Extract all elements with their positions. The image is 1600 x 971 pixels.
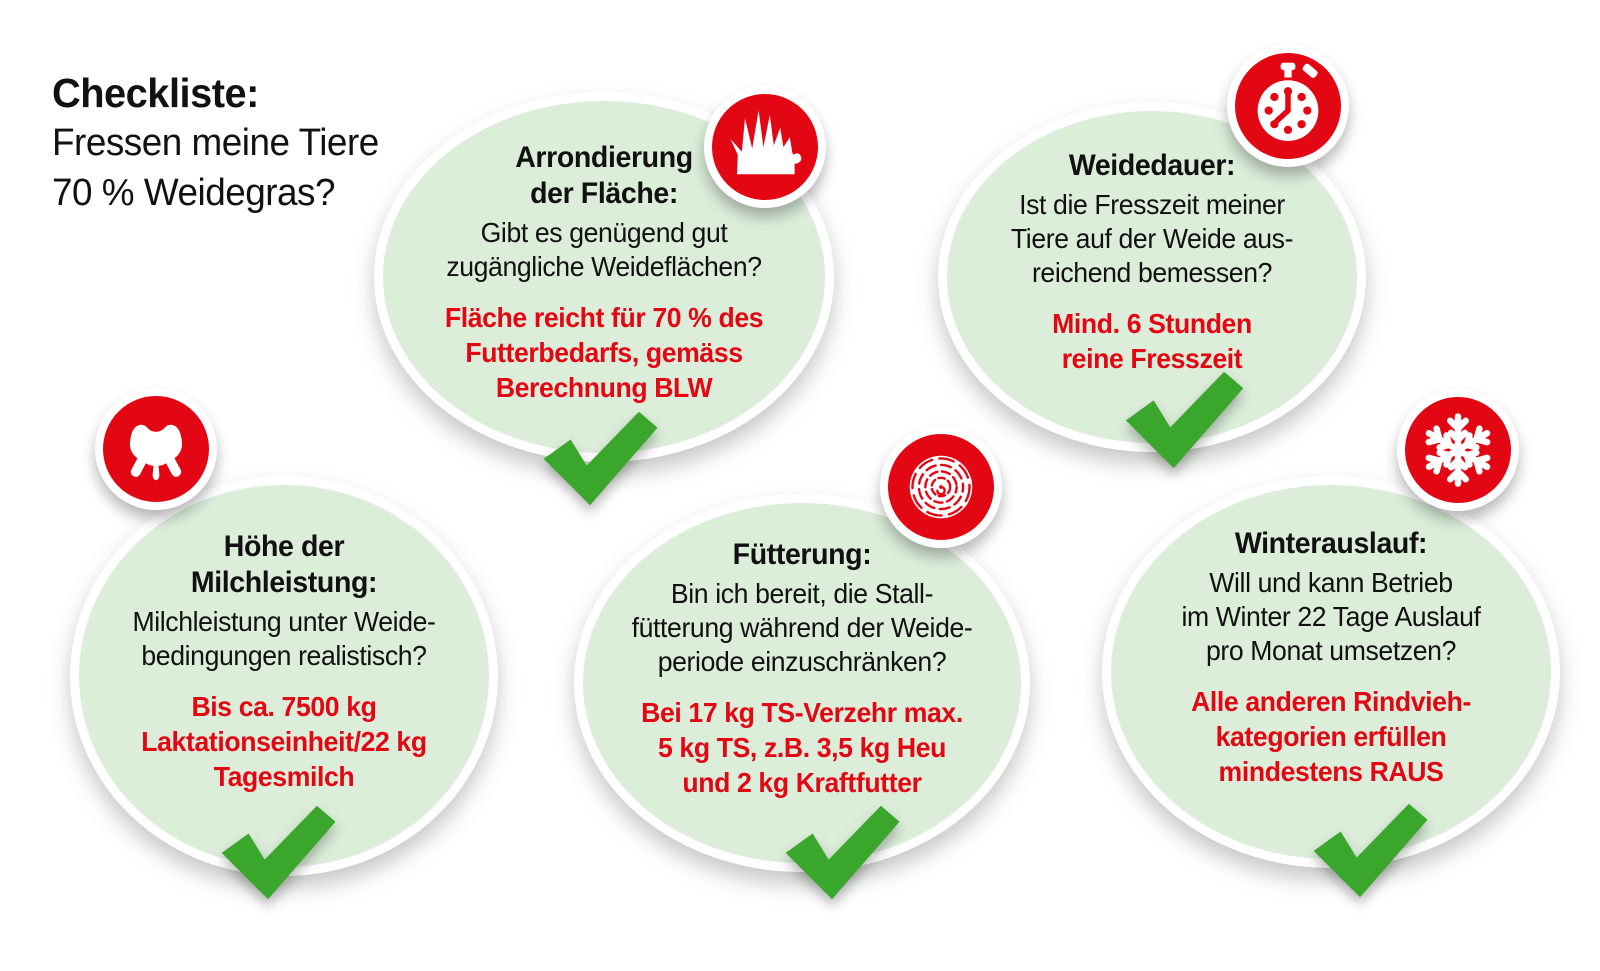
- bubble-question-line: Will und kann Betrieb: [1209, 566, 1453, 598]
- bubble-title-line: Milchleistung:: [190, 565, 378, 599]
- bubble-title-line: Höhe der: [223, 529, 345, 563]
- page-title: Checkliste: Fressen meine Tiere 70 % Wei…: [52, 68, 379, 218]
- bubble-content: Fütterung: Bin ich bereit, die Stall- fü…: [594, 503, 1010, 863]
- bubble-title: Höhe der Milchleistung:: [190, 529, 378, 601]
- bubble-question: Ist die Fresszeit meiner Tiere auf der W…: [1010, 188, 1294, 290]
- bubble-title: Arrondierung der Fläche:: [515, 140, 693, 212]
- bubble-title-line: Arrondierung: [515, 140, 693, 174]
- bubble-question: Bin ich bereit, die Stall- fütterung wäh…: [632, 577, 973, 679]
- stopwatch-icon: [1257, 62, 1319, 141]
- bubble-question-line: pro Monat umsetzen?: [1205, 634, 1457, 666]
- bubble-question-line: Ist die Fresszeit meiner: [1019, 189, 1285, 220]
- bubble-answer-line: 5 kg TS, z.B. 3,5 kg Heu: [657, 731, 946, 763]
- bubble-answer-line: kategorien erfüllen: [1215, 720, 1447, 752]
- snowflake-icon-badge: [1397, 389, 1519, 511]
- bubble-answer: Alle anderen Rindvieh- kategorien erfüll…: [1191, 684, 1471, 789]
- checkmark-icon: [221, 805, 336, 900]
- bubble-answer-line: Laktationseinheit/22 kg: [141, 725, 427, 757]
- bubble-answer-line: mindestens RAUS: [1218, 755, 1444, 787]
- bubble-answer: Mind. 6 Stunden reine Fresszeit: [1052, 306, 1252, 376]
- bubble-question: Will und kann Betrieb im Winter 22 Tage …: [1181, 566, 1480, 668]
- checkmark-icon: [543, 411, 658, 506]
- snowflake-icon: [1425, 413, 1491, 487]
- bubble-title-line: Fütterung:: [732, 537, 872, 571]
- bubble-answer-line: Berechnung BLW: [495, 371, 713, 403]
- bubble-question: Milchleistung unter Weide- bedingungen r…: [132, 605, 435, 673]
- checkmark-icon: [785, 805, 900, 900]
- bubble-question-line: Milchleistung unter Weide-: [132, 605, 436, 637]
- bubble-question-line: periode einzuschränken?: [657, 645, 947, 677]
- bubble-question-line: Bin ich bereit, die Stall-: [670, 577, 934, 609]
- udder-icon: [129, 424, 183, 481]
- bubble-question-line: Tiere auf der Weide aus-: [1010, 223, 1294, 254]
- title-line-2: 70 % Weidegras?: [52, 172, 335, 214]
- bubble-title-line: der Fläche:: [530, 176, 678, 210]
- bubble-answer-line: Mind. 6 Stunden: [1052, 308, 1252, 339]
- checkmark-icon: [1125, 371, 1244, 469]
- grass-icon: [730, 110, 802, 175]
- bubble-question-line: Gibt es genügend gut: [480, 216, 728, 248]
- title-heading: Checkliste:: [52, 70, 259, 116]
- bubble-question-line: zugängliche Weideflächen?: [446, 250, 762, 282]
- bubble-content: Weidedauer: Ist die Fresszeit meiner Tie…: [957, 111, 1347, 443]
- bubble-content: Arrondierung der Fläche: Gibt es genügen…: [394, 101, 814, 453]
- bubble-title-line: Winterauslauf:: [1234, 526, 1428, 560]
- bubble-answer-line: Bei 17 kg TS-Verzehr max.: [641, 696, 963, 728]
- bubble-answer-line: Futterbedarfs, gemäss: [465, 336, 743, 368]
- hay-bale-icon: [909, 455, 973, 519]
- bubble-answer-line: Tagesmilch: [213, 760, 355, 792]
- bubble-winterauslauf: Winterauslauf: Will und kann Betrieb im …: [1102, 476, 1560, 868]
- bubble-title: Winterauslauf:: [1234, 526, 1428, 562]
- bubble-answer-line: Fläche reicht für 70 % des: [444, 301, 764, 333]
- hay-bale-icon-badge: [880, 426, 1002, 548]
- bubble-title: Fütterung:: [733, 537, 872, 573]
- bubble-answer-line: Bis ca. 7500 kg: [191, 690, 377, 722]
- bubble-question: Gibt es genügend gut zugängliche Weidefl…: [446, 216, 762, 284]
- bubble-question-line: fütterung während der Weide-: [631, 611, 973, 643]
- bubble-answer-line: und 2 kg Kraftfutter: [682, 766, 922, 798]
- bubble-question-line: reichend bemessen?: [1031, 257, 1273, 288]
- udder-icon-badge: [95, 388, 217, 510]
- bubble-question-line: im Winter 22 Tage Auslauf: [1181, 600, 1481, 632]
- bubble-answer-line: Alle anderen Rindvieh-: [1191, 685, 1471, 717]
- bubble-hoehe-der-milchleistung: Höhe der Milchleistung: Milchleistung un…: [70, 476, 498, 876]
- bubble-answer: Bei 17 kg TS-Verzehr max. 5 kg TS, z.B. …: [641, 695, 963, 800]
- bubble-answer: Bis ca. 7500 kg Laktationseinheit/22 kg …: [141, 689, 427, 794]
- bubble-content: Höhe der Milchleistung: Milchleistung un…: [89, 485, 479, 867]
- bubble-content: Winterauslauf: Will und kann Betrieb im …: [1122, 485, 1540, 859]
- checkmark-icon: [1313, 803, 1428, 898]
- bubble-title-line: Weidedauer:: [1068, 149, 1236, 182]
- bubble-answer-line: reine Fresszeit: [1061, 343, 1243, 374]
- bubble-title: Weidedauer:: [1068, 148, 1236, 184]
- bubble-question-line: bedingungen realistisch?: [141, 639, 427, 671]
- title-line-1: Fressen meine Tiere: [52, 122, 379, 164]
- stopwatch-icon-badge: [1227, 45, 1349, 167]
- bubble-answer: Fläche reicht für 70 % des Futterbedarfs…: [444, 300, 764, 405]
- grass-icon-badge: [704, 86, 826, 208]
